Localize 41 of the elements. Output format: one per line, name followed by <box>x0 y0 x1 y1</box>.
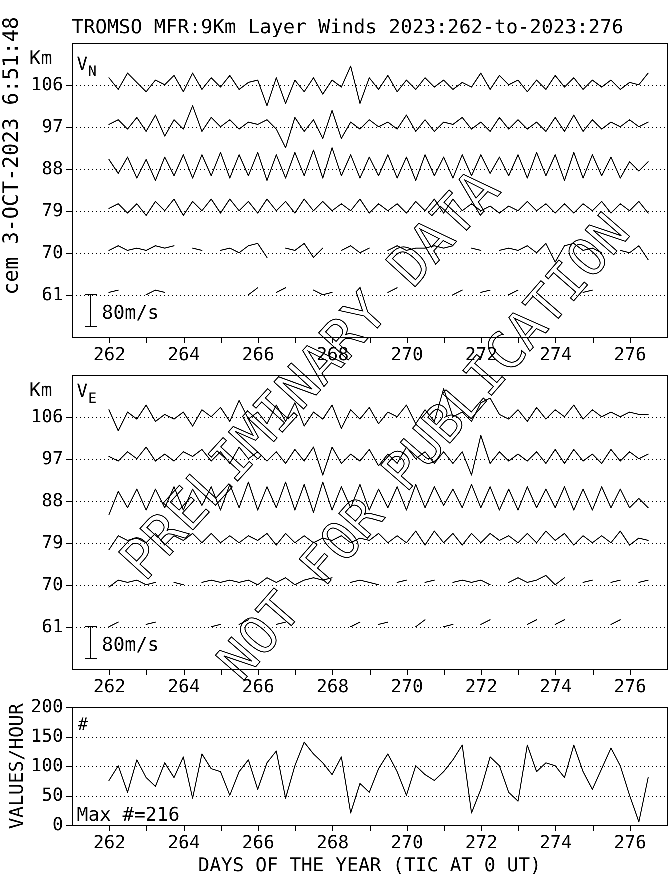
annotation: # <box>78 715 89 735</box>
y-tick-label: 150 <box>30 726 64 747</box>
x-axis-title: DAYS OF THE YEAR (TIC AT 0 UT) <box>198 854 542 876</box>
chart-title: TROMSO MFR:9Km Layer Winds 2023:262-to-2023:276 <box>72 15 624 38</box>
x-tick-label: 272 <box>465 676 498 698</box>
x-tick-label: 264 <box>168 676 200 698</box>
y-tick-label: 61 <box>42 284 64 306</box>
x-tick-label: 276 <box>614 832 647 854</box>
y-axis-title: Km <box>30 48 52 70</box>
y-tick-label: 50 <box>42 785 64 806</box>
x-tick-label: 274 <box>540 676 572 698</box>
x-tick-label: 270 <box>390 676 424 698</box>
y-tick-label: 88 <box>42 158 64 180</box>
x-tick-label: 264 <box>168 832 200 854</box>
x-tick-label: 270 <box>390 832 424 854</box>
x-tick-label: 268 <box>316 676 350 698</box>
y-tick-label: 100 <box>30 756 64 776</box>
x-tick-label: 272 <box>465 832 498 854</box>
y-axis-title: VALUES/HOUR <box>6 703 28 830</box>
y-tick-label: 70 <box>42 242 64 264</box>
y-tick-label: 88 <box>42 490 64 512</box>
x-tick-label: 266 <box>242 832 275 854</box>
x-tick-label: 276 <box>614 676 647 698</box>
text: cem 3-OCT-2023 6:51:48 <box>0 16 23 296</box>
annotation: Max #=216 <box>77 804 180 826</box>
y-tick-label: 0 <box>52 814 64 836</box>
y-tick-label: 200 <box>30 696 64 718</box>
y-tick-label: 97 <box>42 116 64 138</box>
y-tick-label: 61 <box>42 616 64 638</box>
x-tick-label: 262 <box>93 832 126 854</box>
x-tick-label: 268 <box>316 832 350 854</box>
x-tick-label: 274 <box>540 832 572 854</box>
y-tick-label: 106 <box>30 74 64 96</box>
y-tick-label: 79 <box>42 200 64 222</box>
y-axis-title: Km <box>30 380 52 402</box>
annotation: 80m/s <box>102 634 160 656</box>
y-tick-label: 97 <box>42 448 64 470</box>
y-tick-label: 70 <box>42 574 64 596</box>
x-tick-label: 262 <box>93 676 126 698</box>
y-tick-label: 106 <box>30 406 64 428</box>
y-tick-label: 79 <box>42 532 64 554</box>
